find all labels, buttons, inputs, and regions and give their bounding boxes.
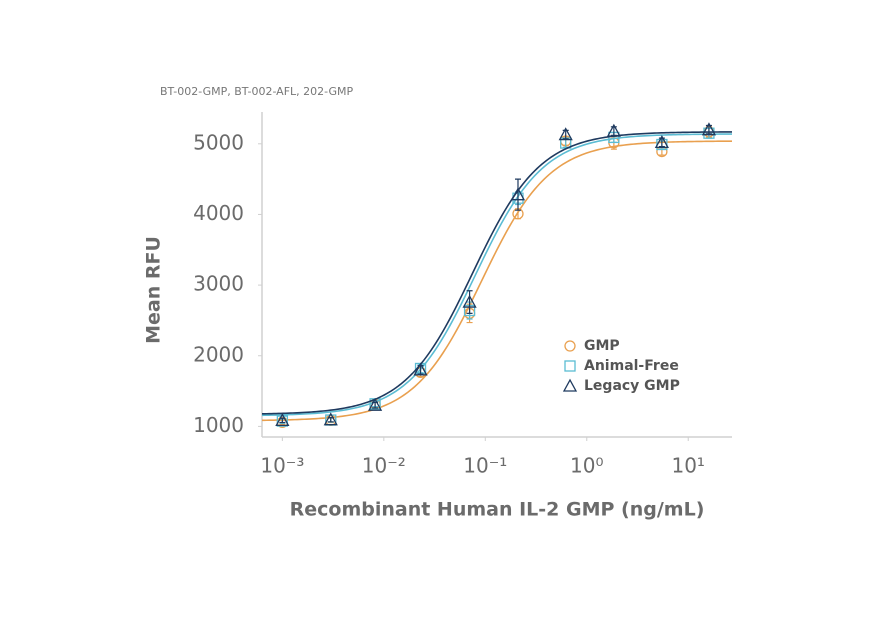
error-bar — [466, 290, 473, 314]
y-tick-label: 3000 — [193, 272, 244, 296]
legend-marker — [564, 360, 576, 372]
legend-label: Legacy GMP — [584, 378, 680, 394]
data-point — [323, 412, 338, 426]
error-bar — [514, 178, 521, 211]
data-point — [654, 135, 669, 149]
y-tick-label: 2000 — [193, 342, 244, 366]
y-tick-label: 1000 — [193, 413, 244, 437]
error-bar — [658, 137, 665, 148]
x-axis-title: Recombinant Human IL-2 GMP (ng/mL) — [290, 499, 705, 521]
x-tick-label: 10⁻³ — [260, 454, 304, 478]
data-point — [462, 294, 477, 308]
data-point — [510, 187, 526, 201]
y-axis-title: Mean RFU — [143, 236, 165, 344]
chart-subtitle: BT-002-GMP, BT-002-AFL, 202-GMP — [160, 85, 354, 98]
x-tick-label: 10⁰ — [570, 454, 603, 478]
x-tick-label: 10⁻¹ — [463, 454, 507, 478]
legend-label: GMP — [584, 338, 620, 354]
fit-curve — [261, 140, 733, 422]
fit-curve — [261, 133, 733, 417]
error-bar — [705, 124, 712, 135]
data-point — [275, 413, 290, 427]
x-tick-label: 10¹ — [671, 454, 704, 478]
legend-label: Animal-Free — [584, 358, 679, 374]
data-point — [276, 415, 289, 427]
legend-marker — [564, 340, 576, 352]
data-point — [701, 122, 717, 136]
x-tick-label: 10⁻² — [362, 454, 406, 478]
data-point — [413, 362, 428, 376]
fit-curve — [261, 131, 733, 415]
data-point — [558, 127, 573, 141]
data-point — [606, 123, 621, 137]
data-point — [367, 397, 383, 411]
error-bar — [417, 365, 424, 375]
error-bar — [562, 129, 569, 140]
error-bar — [610, 126, 617, 136]
y-tick-label: 4000 — [193, 201, 244, 225]
legend-marker — [562, 378, 578, 392]
y-tick-label: 5000 — [193, 130, 244, 154]
